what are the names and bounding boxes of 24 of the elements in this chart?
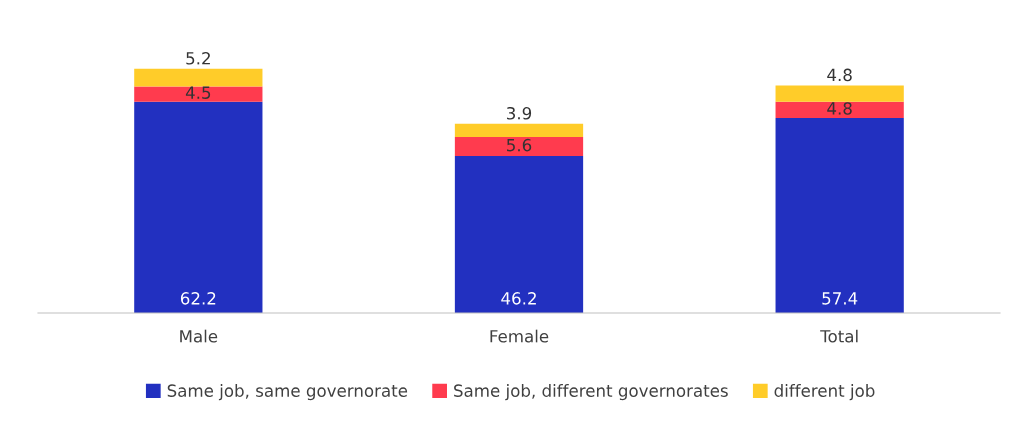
data-label: 5.2 bbox=[186, 51, 210, 65]
bar bbox=[454, 156, 584, 313]
legend-label: Same job, different governorates bbox=[454, 384, 728, 401]
data-label: 46.2 bbox=[501, 292, 536, 305]
bar bbox=[134, 101, 263, 313]
data-label: 4.5 bbox=[185, 86, 211, 99]
bar bbox=[454, 137, 584, 157]
data-label: 57.4 bbox=[822, 292, 858, 305]
x-tick-label: Female bbox=[490, 329, 549, 343]
legend-label: different job bbox=[774, 384, 875, 401]
data-label: 5.6 bbox=[507, 138, 532, 152]
data-label: 4.8 bbox=[827, 102, 852, 115]
legend-label: Same job, same governorate bbox=[167, 384, 408, 401]
bar bbox=[134, 68, 263, 87]
x-tick-label: Total bbox=[820, 329, 858, 343]
x-tick-label: Male bbox=[180, 329, 218, 343]
data-label: 3.9 bbox=[507, 106, 532, 120]
bar bbox=[775, 118, 904, 313]
bar bbox=[134, 86, 263, 102]
bar bbox=[775, 101, 904, 119]
bar bbox=[775, 85, 904, 102]
bar bbox=[454, 123, 584, 138]
data-label: 62.2 bbox=[180, 292, 216, 305]
data-label: 4.8 bbox=[827, 68, 852, 82]
